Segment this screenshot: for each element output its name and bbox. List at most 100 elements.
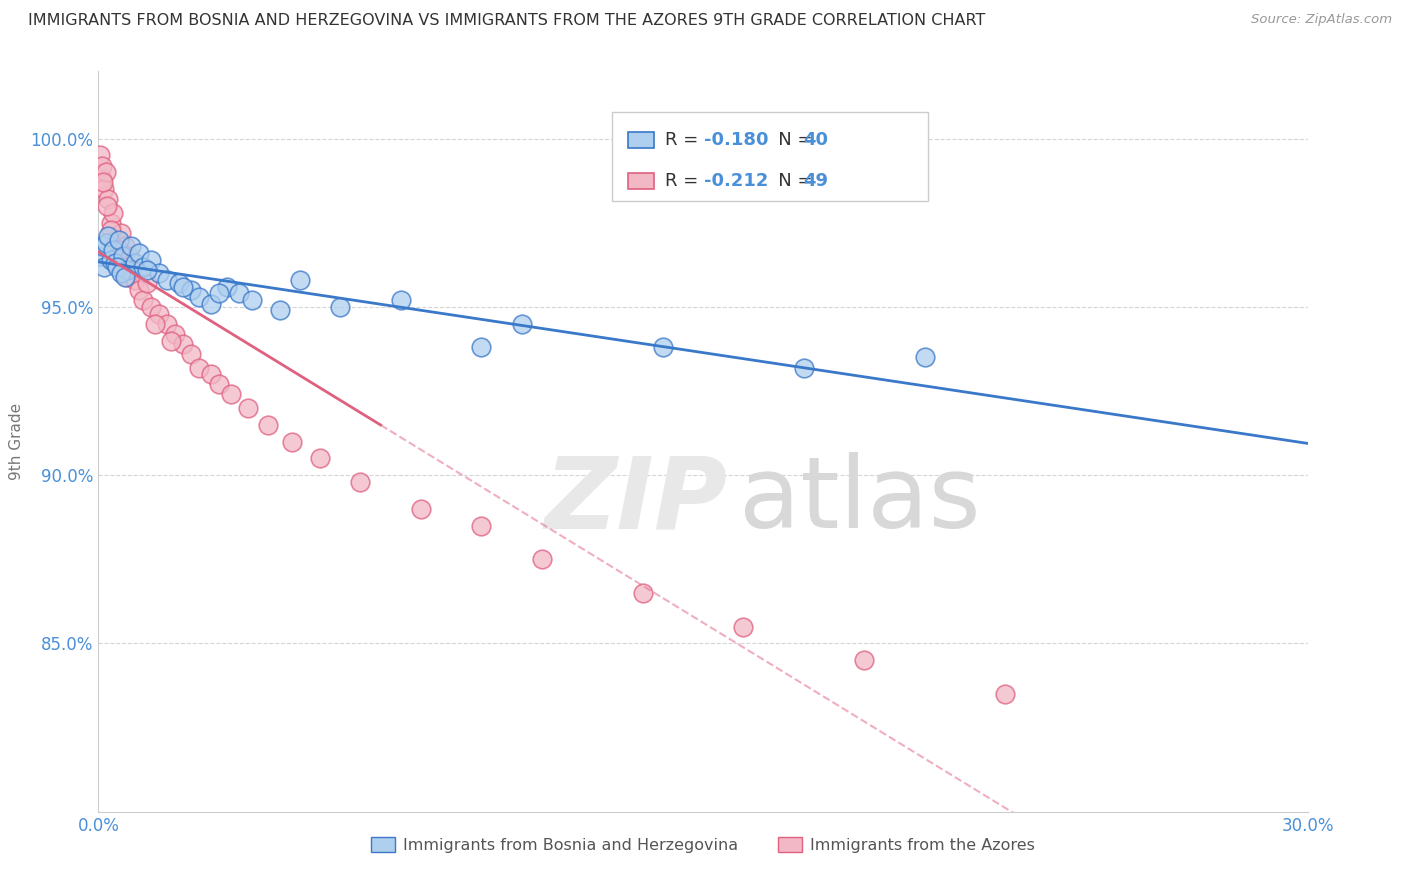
Point [288,273,311,287]
Text: 40: 40 [803,131,828,149]
Text: atlas: atlas [740,452,981,549]
Point [120,239,142,253]
Point [631,586,654,600]
Point [120,263,142,277]
Point [101,243,124,257]
Point [115,263,138,277]
Point [651,340,673,354]
Point [91,239,114,253]
Point [103,256,125,270]
Point [160,334,183,348]
Text: -0.212: -0.212 [704,172,769,190]
Point [188,290,211,304]
Point [188,360,211,375]
Point [91,175,114,189]
Point [111,249,134,263]
Point [103,233,125,247]
Point [994,687,1017,701]
Point [281,434,304,449]
Point [208,377,231,392]
Point [793,360,815,375]
Point [101,205,124,219]
Point [409,501,432,516]
Point [240,293,263,308]
Point [217,279,239,293]
Point [100,216,122,230]
Text: IMMIGRANTS FROM BOSNIA AND HERZEGOVINA VS IMMIGRANTS FROM THE AZORES 9TH GRADE C: IMMIGRANTS FROM BOSNIA AND HERZEGOVINA V… [28,13,986,29]
Point [156,273,179,287]
Point [139,300,162,314]
Text: R =: R = [665,172,704,190]
Point [236,401,259,415]
Point [105,260,128,274]
Point [93,182,115,196]
Point [108,243,131,257]
Text: ZIP: ZIP [544,452,727,549]
Point [180,283,202,297]
Point [91,159,114,173]
Point [132,293,155,308]
Point [97,192,120,206]
Point [114,269,136,284]
Point [89,148,111,162]
Text: N =: N = [761,131,818,149]
Point [733,619,755,633]
Point [163,326,186,341]
Point [135,277,157,291]
Point [510,317,533,331]
Point [114,239,136,253]
Point [100,222,122,236]
Text: -0.180: -0.180 [704,131,769,149]
Point [200,368,222,382]
Point [89,249,111,263]
Point [110,266,132,280]
Legend: Immigrants from Bosnia and Herzegovina, Immigrants from the Azores: Immigrants from Bosnia and Herzegovina, … [364,830,1042,859]
Point [853,653,876,667]
Point [470,518,492,533]
Point [96,199,118,213]
Point [124,273,146,287]
Point [135,263,157,277]
Point [107,233,129,247]
Point [110,226,132,240]
Point [96,165,118,179]
Point [349,475,371,489]
Point [90,172,112,186]
Point [107,249,129,263]
Point [269,303,291,318]
Point [100,252,122,267]
Text: 49: 49 [803,172,828,190]
Point [93,260,115,274]
Point [96,235,118,250]
Point [111,260,134,274]
Point [309,451,332,466]
Text: N =: N = [761,172,818,190]
Point [208,286,231,301]
Point [148,266,170,280]
Point [180,347,202,361]
Point [148,307,170,321]
Point [228,286,250,301]
Point [530,552,553,566]
Point [221,387,243,401]
Y-axis label: 9th Grade: 9th Grade [8,403,24,480]
Point [115,269,138,284]
Point [132,260,155,274]
Point [172,279,194,293]
Point [105,239,128,253]
Point [470,340,492,354]
Point [167,277,190,291]
Point [143,317,166,331]
Point [139,252,162,267]
Point [128,283,150,297]
Point [256,417,278,432]
Point [124,256,146,270]
Point [118,249,141,263]
Point [389,293,412,308]
Point [172,337,194,351]
Point [97,229,120,244]
Point [914,351,936,365]
Text: R =: R = [665,131,704,149]
Point [156,317,179,331]
Text: Source: ZipAtlas.com: Source: ZipAtlas.com [1251,13,1392,27]
